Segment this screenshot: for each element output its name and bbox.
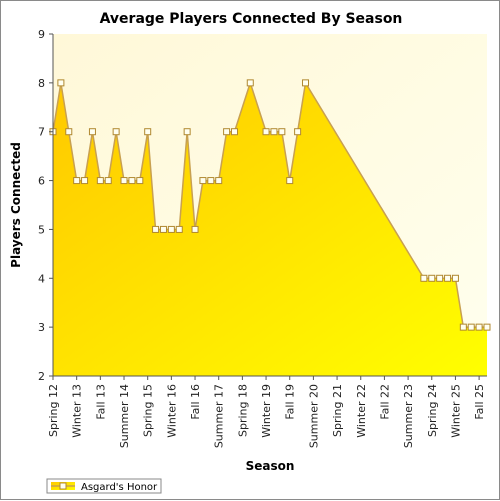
data-point	[294, 128, 302, 136]
x-tick-label: Winter 13	[71, 384, 84, 438]
x-tick-label: Fall 16	[189, 384, 202, 420]
data-point	[136, 177, 144, 185]
data-point	[207, 177, 215, 185]
y-tick-label: 3	[38, 321, 45, 334]
data-point	[451, 274, 459, 282]
data-point	[475, 323, 483, 331]
data-point	[183, 128, 191, 136]
data-point	[223, 128, 231, 136]
x-axis-label: Season	[246, 459, 295, 473]
x-tick-label: Spring 24	[426, 384, 439, 437]
data-point	[270, 128, 278, 136]
x-tick-label: Summer 17	[213, 384, 226, 448]
data-point	[230, 128, 238, 136]
data-point	[152, 225, 160, 233]
data-point	[302, 79, 310, 87]
data-point	[112, 128, 120, 136]
data-point	[467, 323, 475, 331]
data-point	[175, 225, 183, 233]
legend-marker	[59, 482, 67, 490]
data-point	[120, 177, 128, 185]
data-point	[436, 274, 444, 282]
x-tick-label: Spring 12	[47, 384, 60, 437]
x-tick-label: Fall 22	[378, 384, 391, 420]
legend: Asgard's Honor	[46, 478, 162, 494]
data-point	[286, 177, 294, 185]
data-point	[144, 128, 152, 136]
y-tick-label: 9	[38, 28, 45, 41]
series-line	[52, 80, 487, 328]
x-tick-label: Fall 25	[473, 384, 486, 420]
x-tick-label: Fall 19	[284, 384, 297, 420]
data-point	[88, 128, 96, 136]
y-tick-label: 6	[38, 175, 45, 188]
x-tick-label: Winter 16	[165, 384, 178, 438]
data-point	[215, 177, 223, 185]
y-tick-label: 5	[38, 223, 45, 236]
data-point	[65, 128, 73, 136]
y-axis-label: Players Connected	[9, 142, 23, 268]
y-tick-label: 8	[38, 77, 45, 90]
x-tick-label: Spring 21	[331, 384, 344, 437]
area-fill	[53, 82, 487, 377]
data-point	[191, 225, 199, 233]
x-tick-label: Fall 13	[94, 384, 107, 420]
axes: 2 3 4 5 6 7 8 9 Spring 12 Winter 13 Fall 13 Summer …	[38, 28, 487, 448]
data-point	[483, 323, 491, 331]
x-tick-label: Winter 22	[355, 384, 368, 438]
x-tick-label: Winter 19	[260, 384, 273, 438]
data-point	[57, 79, 65, 87]
data-point	[420, 274, 428, 282]
data-point	[104, 177, 112, 185]
y-tick-label: 4	[38, 272, 45, 285]
legend-label: Asgard's Honor	[81, 482, 158, 493]
chart-title: Average Players Connected By Season	[100, 11, 403, 27]
data-point	[81, 177, 89, 185]
x-tick-label: Summer 20	[307, 384, 320, 448]
x-tick-label: Summer 14	[118, 384, 131, 448]
x-tick-label: Winter 25	[449, 384, 462, 438]
x-tick-label: Summer 23	[402, 384, 415, 448]
x-tick-label: Spring 18	[236, 384, 249, 437]
data-point	[278, 128, 286, 136]
data-point	[128, 177, 136, 185]
data-point	[262, 128, 270, 136]
data-point	[428, 274, 436, 282]
data-point	[246, 79, 254, 87]
x-tick-label: Spring 15	[142, 384, 155, 437]
data-point	[159, 225, 167, 233]
data-point	[73, 177, 81, 185]
legend-box	[46, 478, 162, 494]
y-tick-label: 7	[38, 126, 45, 139]
data-point	[459, 323, 467, 331]
data-point	[96, 177, 104, 185]
data-point	[167, 225, 175, 233]
data-point	[444, 274, 452, 282]
data-point	[199, 177, 207, 185]
y-tick-label: 2	[38, 370, 45, 383]
